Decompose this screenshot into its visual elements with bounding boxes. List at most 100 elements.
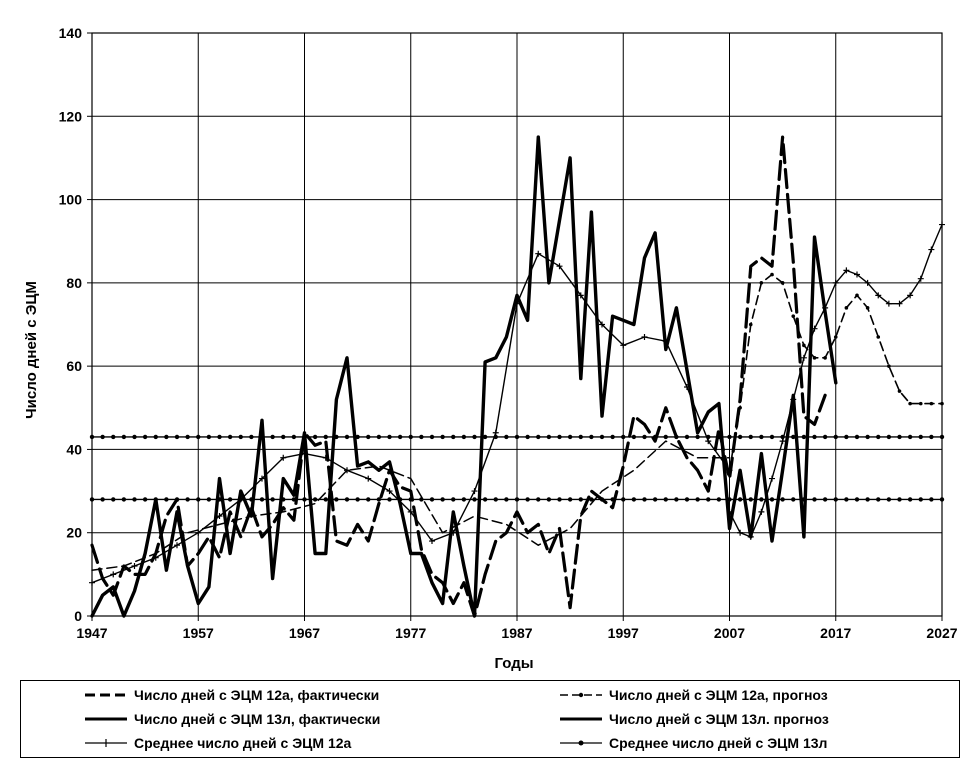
mean-point: [472, 434, 477, 440]
data-point: [322, 454, 329, 461]
legend-item-12a-forecast: Число дней с ЭЦМ 12а, прогноз: [556, 685, 828, 705]
mean-point: [716, 434, 722, 440]
mean-point: [419, 497, 424, 502]
data-point: [907, 292, 914, 299]
data-point: [174, 542, 180, 549]
data-point: [684, 383, 690, 390]
mean-point: [461, 434, 467, 440]
mean-point: [451, 434, 456, 440]
mean-point: [578, 497, 583, 502]
mean-point: [196, 434, 201, 440]
data-point: [928, 246, 935, 253]
mean-point: [769, 434, 775, 440]
mean-point: [366, 434, 371, 440]
mean-point: [249, 497, 254, 502]
mean-point: [886, 434, 892, 440]
mean-point: [706, 497, 711, 502]
mean-point: [833, 434, 838, 440]
data-point: [152, 554, 159, 561]
data-point: [822, 304, 829, 311]
mean-point: [939, 497, 945, 502]
mean-point: [865, 434, 870, 440]
mean-point: [822, 434, 828, 440]
data-point: [790, 396, 797, 403]
series-line: [91, 440, 731, 571]
mean-point: [281, 497, 286, 502]
data-point: [887, 364, 891, 368]
mean-point: [387, 434, 392, 440]
mean-point: [822, 497, 828, 502]
series-line: [728, 273, 943, 472]
data-point: [897, 389, 902, 393]
series-6: [89, 434, 945, 440]
mean-point: [238, 434, 243, 440]
mean-point: [334, 497, 339, 502]
x-tick-label: 2007: [714, 625, 745, 641]
legend-swatch-12a-mean: [85, 739, 127, 747]
mean-point: [164, 434, 169, 440]
mean-point: [727, 434, 732, 440]
mean-point: [121, 497, 127, 502]
mean-point: [929, 497, 934, 502]
mean-point: [355, 434, 360, 440]
legend-item-12a-actual: Число дней с ЭЦМ 12а, фактически: [81, 685, 379, 705]
mean-point: [238, 497, 243, 502]
mean-point: [142, 497, 148, 502]
data-point: [556, 263, 563, 270]
mean-point: [132, 497, 137, 502]
x-tick-label: 1957: [183, 625, 214, 641]
legend-label: Среднее число дней с ЭЦМ 13л: [609, 735, 828, 751]
data-point: [908, 401, 912, 406]
mean-point: [791, 497, 796, 502]
data-point: [758, 508, 765, 515]
mean-point: [302, 434, 307, 440]
legend-swatch-13l-forecast: [560, 717, 602, 721]
data-point: [450, 529, 457, 536]
mean-point: [344, 434, 350, 440]
mean-point: [451, 497, 456, 502]
mean-point: [270, 497, 275, 502]
mean-point: [886, 497, 892, 502]
mean-point: [748, 434, 753, 440]
y-tick-label: 20: [66, 525, 82, 541]
mean-point: [174, 434, 180, 440]
mean-point: [196, 497, 201, 502]
data-point: [599, 321, 605, 328]
mean-point: [323, 434, 328, 440]
mean-point: [791, 434, 796, 440]
mean-point: [727, 497, 732, 502]
mean-point: [525, 434, 530, 440]
legend: Число дней с ЭЦМ 12а, фактически Число д…: [20, 680, 960, 758]
mean-point: [737, 434, 743, 440]
data-point: [854, 271, 860, 278]
data-point: [770, 272, 774, 277]
x-tick-label: 1947: [76, 625, 107, 641]
data-point: [865, 306, 870, 310]
y-tick-label: 80: [66, 275, 82, 291]
data-point: [844, 306, 849, 310]
mean-point: [695, 434, 700, 440]
y-tick-label: 40: [66, 441, 82, 457]
grid: [87, 32, 943, 621]
mean-point: [546, 434, 552, 440]
mean-point: [153, 434, 158, 440]
x-tick-label: 1977: [395, 625, 426, 641]
y-tick-label: 0: [74, 608, 82, 624]
mean-point: [440, 497, 445, 502]
data-point: [386, 488, 393, 495]
data-point: [535, 250, 542, 257]
mean-point: [876, 497, 881, 502]
mean-point: [642, 497, 647, 502]
mean-point: [121, 434, 127, 440]
series-2: [90, 135, 838, 618]
series-line: [90, 135, 838, 618]
mean-point: [89, 497, 95, 502]
mean-point: [876, 434, 881, 440]
data-point: [365, 475, 372, 482]
mean-point: [482, 434, 488, 440]
mean-point: [589, 434, 594, 440]
mean-point: [759, 434, 764, 440]
mean-point: [291, 497, 297, 502]
mean-point: [716, 497, 722, 502]
data-point: [280, 454, 287, 461]
